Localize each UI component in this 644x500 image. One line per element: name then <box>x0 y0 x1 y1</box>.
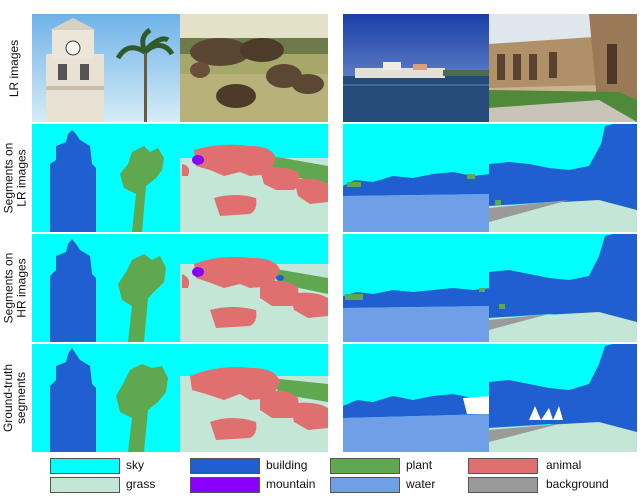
legend-label-grass: grass <box>126 477 156 491</box>
legend-label-animal: animal <box>546 458 582 472</box>
segment-lr-courtyard <box>489 124 637 232</box>
segment-gt-bison-herd <box>180 344 328 452</box>
segment-lr-bison-herd <box>180 124 328 232</box>
photo-bison-herd <box>180 14 328 122</box>
legend-label-background: background <box>546 477 609 491</box>
legend-label-building: building <box>266 458 308 472</box>
segment-gt-harbor-town <box>343 344 491 452</box>
photo-clock-tower <box>32 14 180 122</box>
legend-label-sky: sky <box>126 458 144 472</box>
row-label-segments-hr: Segments on HR images <box>1 252 28 324</box>
segment-gt-clock-tower <box>32 344 180 452</box>
legend-swatch-mountain <box>190 477 260 493</box>
legend-swatch-animal <box>468 458 538 474</box>
legend-swatch-sky <box>50 458 120 474</box>
legend-swatch-grass <box>50 477 120 493</box>
segment-hr-courtyard <box>489 234 637 342</box>
legend-swatch-background <box>468 477 538 493</box>
segment-hr-harbor-town <box>343 234 491 342</box>
legend-label-water: water <box>406 477 436 491</box>
photo-courtyard <box>489 14 637 122</box>
row-label-ground-truth: Ground-truth segments <box>1 363 29 433</box>
segment-gt-courtyard <box>489 344 637 452</box>
legend-swatch-plant <box>330 458 400 474</box>
legend-label-plant: plant <box>406 458 433 472</box>
row-label-segments-lr: Segments on LR images <box>1 142 28 214</box>
segment-hr-bison-herd <box>180 234 328 342</box>
segment-lr-clock-tower <box>32 124 180 232</box>
photo-harbor-town <box>343 14 491 122</box>
legend-swatch-water <box>330 477 400 493</box>
row-label-lr-images: LR images <box>7 39 22 97</box>
legend-swatch-building <box>190 458 260 474</box>
segment-hr-clock-tower <box>32 234 180 342</box>
segment-lr-harbor-town <box>343 124 491 232</box>
legend-label-mountain: mountain <box>266 477 316 491</box>
